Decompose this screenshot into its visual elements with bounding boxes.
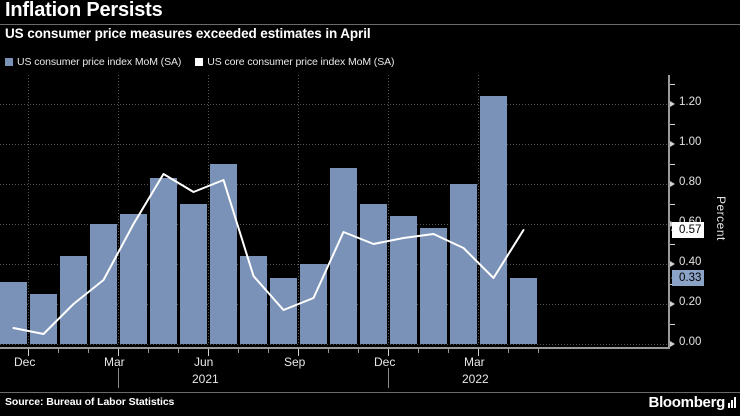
- x-axis-tick: [268, 349, 269, 353]
- badge-value: 0.57: [679, 224, 702, 236]
- vertical-gridline: [298, 75, 299, 345]
- bar[interactable]: [210, 164, 237, 344]
- vertical-gridline: [388, 75, 389, 345]
- x-axis-tick: [478, 349, 479, 356]
- chart-legend: US consumer price index MoM (SA) US core…: [5, 54, 395, 70]
- core-cpi-value-badge: 0.57: [671, 222, 705, 238]
- x-axis-tick: [418, 349, 419, 353]
- y-axis-minor-tick: [670, 84, 675, 85]
- chart-header: Inflation Persists US consumer price mea…: [0, 0, 740, 50]
- x-axis-tick-label: Mar: [464, 355, 485, 369]
- y-axis-tick-label: 0.00: [679, 336, 702, 348]
- x-axis-tick: [148, 349, 149, 353]
- bar[interactable]: [510, 278, 537, 344]
- legend-item-core-cpi[interactable]: US core consumer price index MoM (SA): [195, 56, 395, 68]
- x-axis-tick: [448, 349, 449, 353]
- x-axis-tick: [388, 349, 389, 356]
- vertical-gridline: [28, 75, 29, 345]
- bar[interactable]: [60, 256, 87, 344]
- x-axis-tick: [358, 349, 359, 353]
- y-axis-minor-tick: [670, 164, 675, 165]
- y-axis-minor-tick: [670, 204, 675, 205]
- y-axis-minor-tick: [670, 124, 675, 125]
- y-axis-tick: [670, 141, 675, 147]
- y-axis-title: Percent: [714, 196, 728, 241]
- legend-item-label: US consumer price index MoM (SA): [17, 56, 182, 68]
- y-axis-line: [668, 75, 670, 347]
- y-axis-tick: [670, 261, 675, 267]
- bar[interactable]: [360, 204, 387, 344]
- y-axis-minor-tick: [670, 244, 675, 245]
- bloomberg-mark-icon: [728, 397, 736, 408]
- bloomberg-logo: Bloomberg: [649, 394, 736, 411]
- x-axis-tick: [328, 349, 329, 353]
- y-axis-tick-label: 1.00: [679, 136, 702, 148]
- bar[interactable]: [330, 168, 357, 344]
- badge-pointer-icon: [671, 224, 678, 236]
- bar[interactable]: [480, 96, 507, 344]
- vertical-gridline: [118, 75, 119, 345]
- gridline: [0, 344, 668, 345]
- vertical-gridline: [208, 75, 209, 345]
- x-axis-line: [0, 347, 670, 349]
- square-icon: [195, 58, 204, 66]
- x-axis-tick-label: Jun: [194, 355, 214, 369]
- x-axis-tick-label: Dec: [14, 355, 36, 369]
- page-title: Inflation Persists: [5, 0, 163, 21]
- gridline: [0, 104, 668, 105]
- x-axis-tick: [298, 349, 299, 356]
- x-axis-tick: [508, 349, 509, 353]
- bar[interactable]: [240, 256, 267, 344]
- x-axis-year-separator: [388, 368, 389, 388]
- x-axis-tick: [28, 349, 29, 356]
- x-axis-year-separator: [118, 368, 119, 388]
- y-axis-tick: [670, 181, 675, 187]
- x-axis-tick: [178, 349, 179, 353]
- x-axis-tick-label: Mar: [104, 355, 125, 369]
- bar[interactable]: [90, 224, 117, 344]
- gridline: [0, 144, 668, 145]
- header-divider: [0, 24, 740, 25]
- x-axis-year-label: 2021: [192, 372, 219, 386]
- line-series: [12, 173, 525, 335]
- core-cpi-line: [12, 173, 525, 335]
- bar[interactable]: [0, 282, 27, 344]
- y-axis-tick-label: 0.40: [679, 256, 702, 268]
- x-axis-tick: [238, 349, 239, 353]
- x-axis-tick: [58, 349, 59, 353]
- legend-item-label: US core consumer price index MoM (SA): [207, 56, 395, 68]
- y-axis-tick: [670, 301, 675, 307]
- bar[interactable]: [150, 178, 177, 344]
- x-axis-tick-label: Sep: [284, 355, 306, 369]
- brand-name: Bloomberg: [648, 394, 726, 411]
- cpi-value-badge: 0.33: [671, 270, 705, 286]
- y-axis-tick-label: 0.80: [679, 176, 702, 188]
- x-axis-tick: [538, 349, 539, 353]
- legend-item-cpi[interactable]: US consumer price index MoM (SA): [5, 56, 181, 68]
- y-axis-tick-label: 1.20: [679, 96, 702, 108]
- x-axis-tick-label: Dec: [374, 355, 396, 369]
- badge-value: 0.33: [679, 272, 702, 284]
- x-axis-year-label: 2022: [462, 372, 489, 386]
- y-axis-tick-label: 0.20: [679, 296, 702, 308]
- y-axis-tick: [670, 341, 675, 347]
- x-axis-tick: [208, 349, 209, 356]
- bar[interactable]: [180, 204, 207, 344]
- bar[interactable]: [120, 214, 147, 344]
- bar[interactable]: [450, 184, 477, 344]
- square-icon: [5, 58, 13, 66]
- page-subtitle: US consumer price measures exceeded esti…: [5, 26, 371, 41]
- y-axis-tick: [670, 101, 675, 107]
- x-axis-tick: [88, 349, 89, 353]
- vertical-gridline: [478, 75, 479, 345]
- plot-area: [0, 75, 668, 345]
- y-axis-minor-tick: [670, 324, 675, 325]
- source-note: Source: Bureau of Labor Statistics: [5, 396, 175, 408]
- bar[interactable]: [30, 294, 57, 344]
- x-axis-tick: [118, 349, 119, 356]
- bar[interactable]: [420, 228, 447, 344]
- footer-divider: [0, 392, 740, 393]
- badge-pointer-icon: [671, 272, 678, 284]
